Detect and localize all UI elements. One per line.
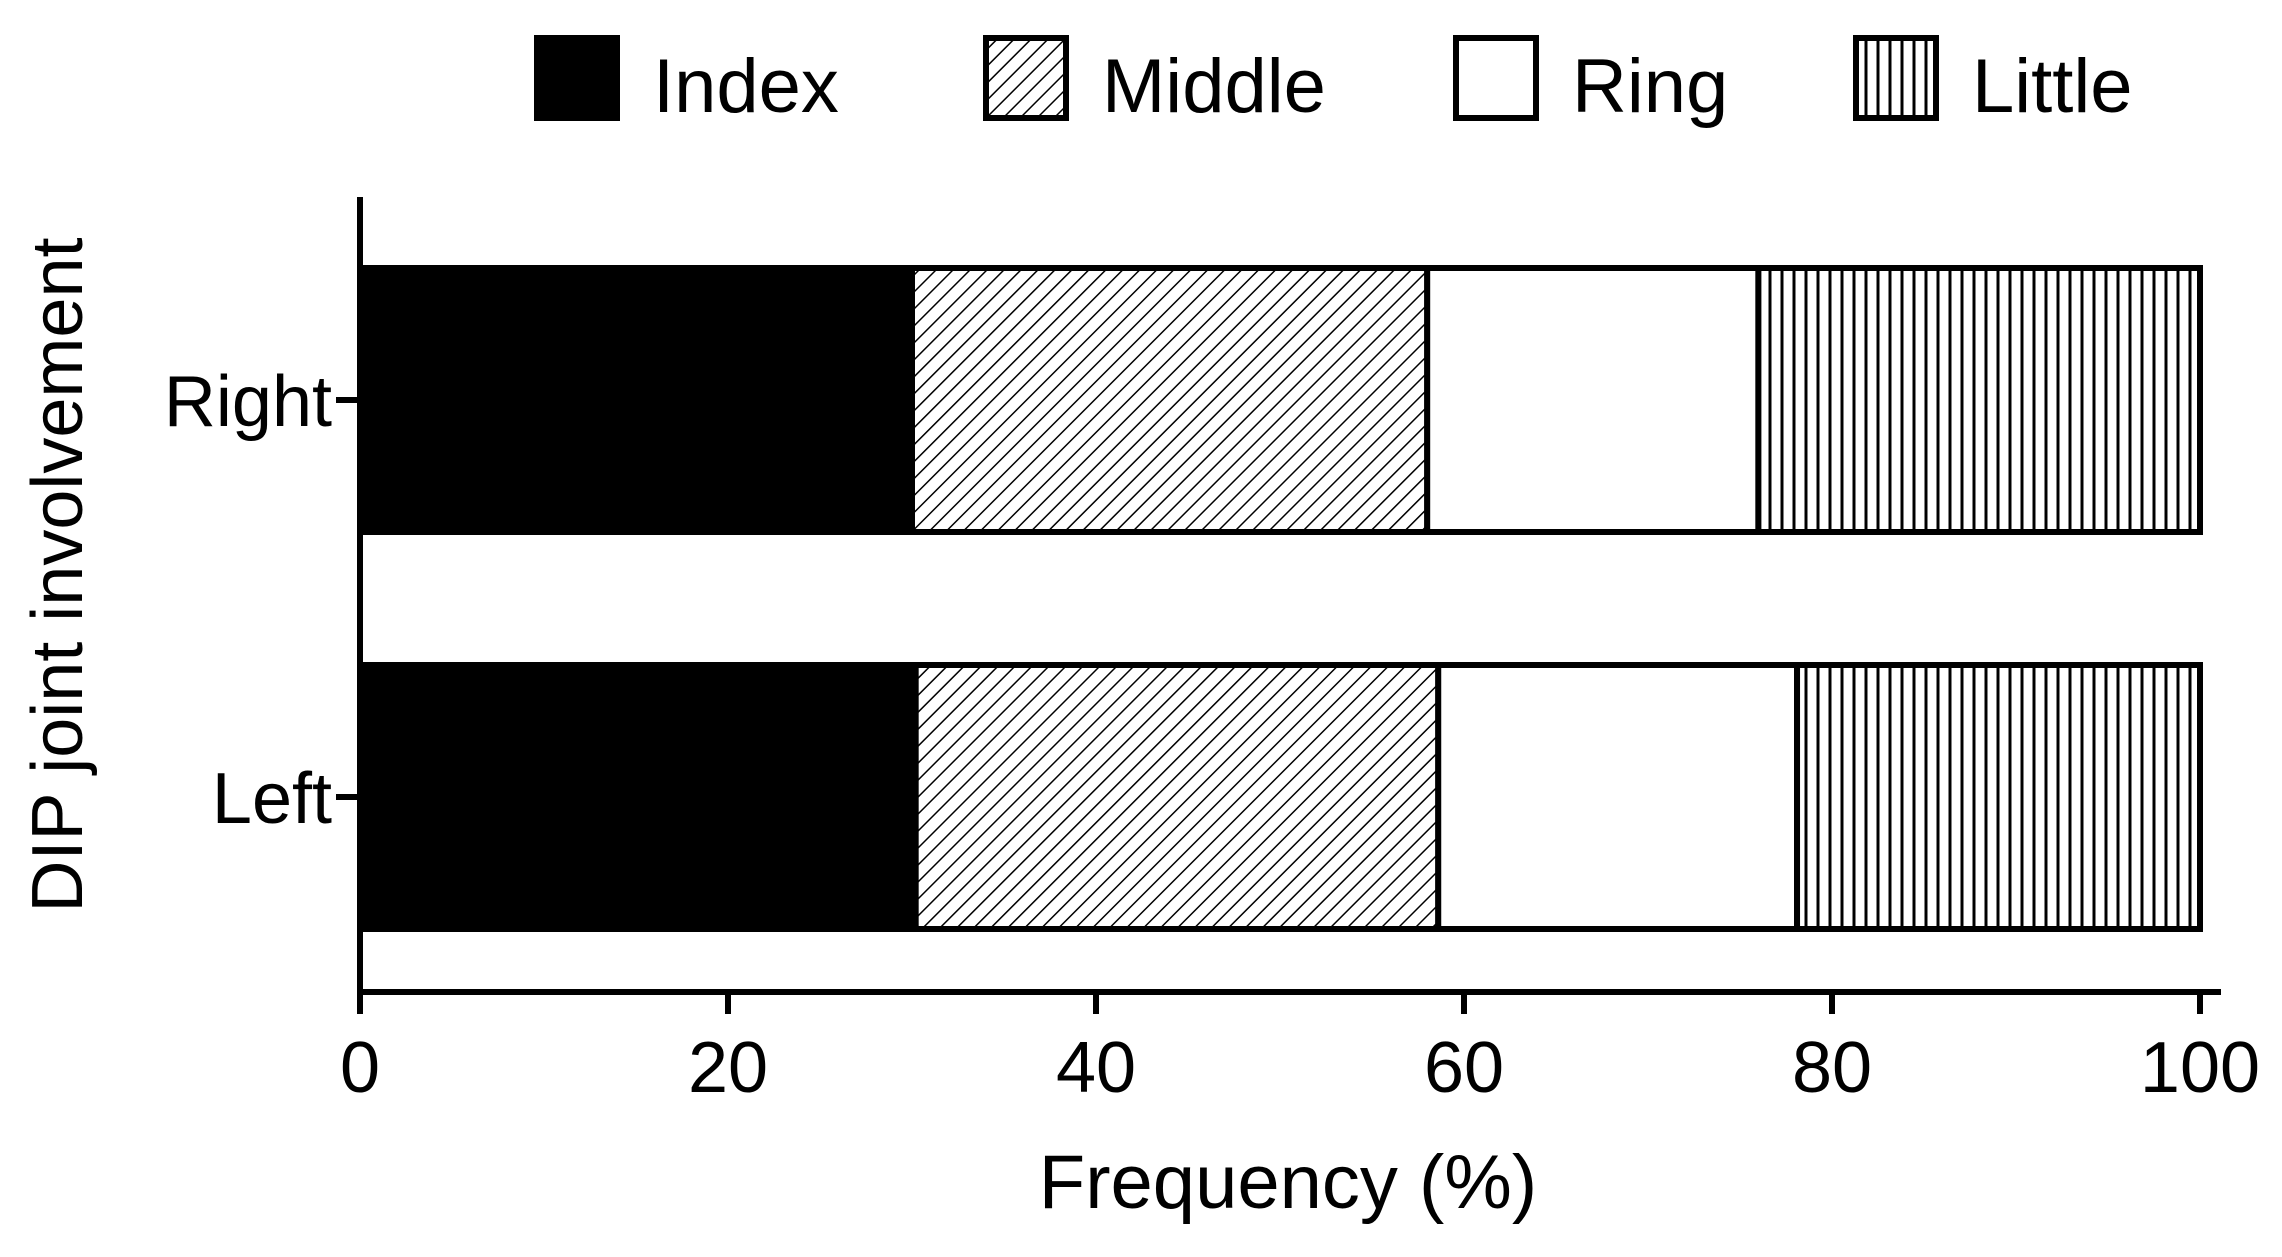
bar-right-little xyxy=(1755,265,2204,535)
plot-bars xyxy=(357,265,2204,932)
x-tick-label-80: 80 xyxy=(1792,1028,1872,1108)
legend-label-little: Little xyxy=(1972,44,2133,129)
legend-swatch-index xyxy=(534,35,620,121)
bar-left-ring xyxy=(1435,662,1801,932)
bar-left-index xyxy=(357,662,919,932)
legend-label-index: Index xyxy=(653,44,839,129)
x-axis-title: Frequency (%) xyxy=(1039,1140,1537,1225)
y-tick-label-right: Right xyxy=(164,362,332,442)
bar-right-index xyxy=(357,265,915,535)
bar-right-middle xyxy=(909,265,1431,535)
y-axis-title: DIP joint involvement xyxy=(18,238,98,913)
bar-left-middle xyxy=(912,662,1442,932)
x-tick-label-0: 0 xyxy=(340,1028,380,1108)
x-tick-label-40: 40 xyxy=(1056,1028,1136,1108)
x-tick-label-60: 60 xyxy=(1424,1028,1504,1108)
bar-left-little xyxy=(1794,662,2204,932)
y-tick-label-left: Left xyxy=(212,759,332,839)
x-tick-label-100: 100 xyxy=(2140,1028,2260,1108)
legend-label-ring: Ring xyxy=(1572,44,1728,129)
bar-right-ring xyxy=(1424,265,1762,535)
legend-swatch-ring xyxy=(1453,35,1539,121)
legend-swatch-little xyxy=(1853,35,1939,121)
x-tick-label-20: 20 xyxy=(688,1028,768,1108)
legend-swatch-middle xyxy=(983,35,1069,121)
plot-axes: 0 20 40 60 80 100 Right Left xyxy=(164,197,2260,1108)
chart-legend: Index Middle Ring Little xyxy=(534,35,2133,129)
legend-label-middle: Middle xyxy=(1102,44,1326,129)
